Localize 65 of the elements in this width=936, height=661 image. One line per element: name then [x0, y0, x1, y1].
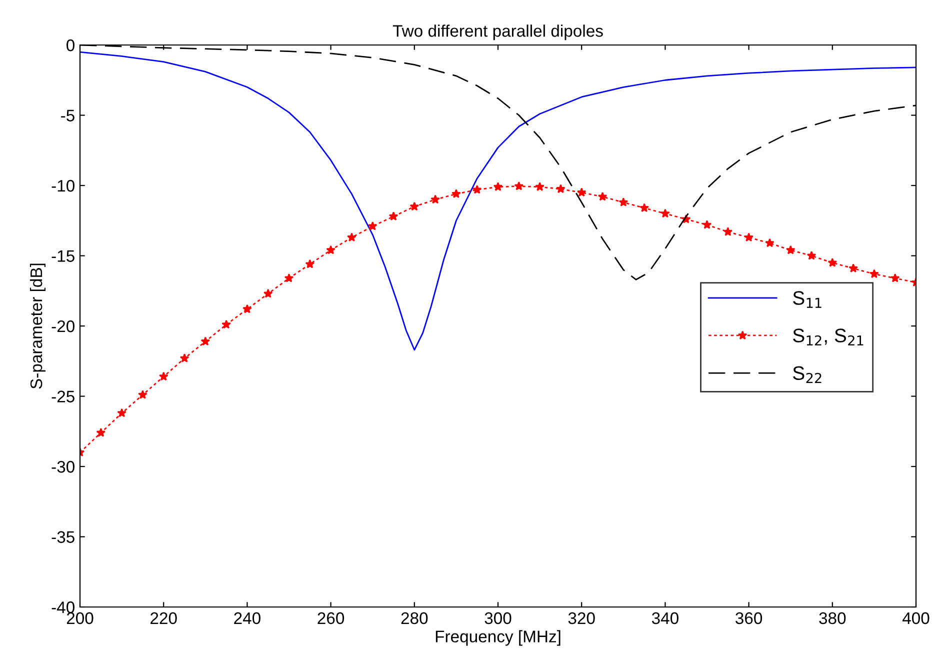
- point: [848, 264, 858, 272]
- y-tick-label: -35: [52, 531, 74, 543]
- point: [828, 258, 838, 267]
- point: [598, 192, 608, 201]
- point: [410, 202, 420, 211]
- legend-label: S$_{11}$: [793, 291, 822, 308]
- point: [388, 212, 398, 220]
- point: [347, 232, 356, 242]
- point: [890, 273, 900, 282]
- point: [723, 227, 733, 236]
- x-tick-label: 220: [150, 612, 177, 624]
- point: [430, 194, 440, 204]
- point: [744, 232, 754, 242]
- point: [222, 320, 231, 329]
- point: [806, 250, 816, 260]
- point: [765, 238, 774, 248]
- x-tick-label: 300: [484, 612, 512, 624]
- y-tick-label: -15: [52, 250, 74, 262]
- point: [702, 220, 712, 229]
- point: [368, 221, 378, 230]
- point: [618, 198, 628, 206]
- point: [472, 184, 482, 194]
- x-tick-label: 360: [736, 612, 762, 624]
- point: [158, 372, 168, 381]
- point: [514, 181, 524, 190]
- x-tick-label: 200: [66, 612, 94, 624]
- y-tick-label: -10: [52, 180, 74, 192]
- chart-title: Two different parallel dipoles: [392, 24, 603, 40]
- point: [452, 189, 461, 198]
- point: [660, 208, 670, 218]
- point: [242, 304, 252, 314]
- x-tick-label: 260: [318, 612, 344, 624]
- x-tick-label: 380: [819, 612, 846, 624]
- point: [556, 184, 566, 194]
- point: [576, 188, 586, 197]
- point: [96, 428, 106, 437]
- legend-label: S$_{22}$: [793, 366, 822, 383]
- point: [138, 390, 148, 399]
- y-tick-label: -5: [61, 110, 74, 122]
- point: [284, 273, 294, 282]
- point: [180, 353, 190, 362]
- y-axis-title: S-parameter [dB]: [30, 264, 46, 389]
- point: [786, 245, 796, 254]
- point: [870, 269, 879, 278]
- point: [326, 245, 336, 254]
- x-tick-label: 280: [401, 612, 428, 624]
- line-series: [80, 51, 916, 351]
- y-tick-label: 0: [66, 39, 74, 52]
- y-tick-label: -30: [52, 460, 74, 473]
- y-tick-label: -20: [52, 320, 74, 332]
- point: [493, 182, 503, 191]
- point: [640, 203, 649, 212]
- x-axis-title: Frequency [MHz]: [436, 630, 560, 646]
- x-tick-label: 400: [902, 612, 930, 624]
- legend-label: S$_{12}$, S$_{21}$: [793, 328, 864, 346]
- point: [535, 182, 544, 191]
- y-tick-label: -25: [52, 390, 74, 402]
- point: [305, 259, 315, 268]
- x-tick-label: 340: [652, 612, 678, 624]
- x-tick-label: 320: [568, 612, 595, 624]
- point: [117, 408, 126, 418]
- point: [263, 288, 273, 298]
- x-tick-label: 240: [234, 612, 260, 624]
- y-tick-label: -40: [52, 601, 74, 614]
- point: [200, 336, 210, 346]
